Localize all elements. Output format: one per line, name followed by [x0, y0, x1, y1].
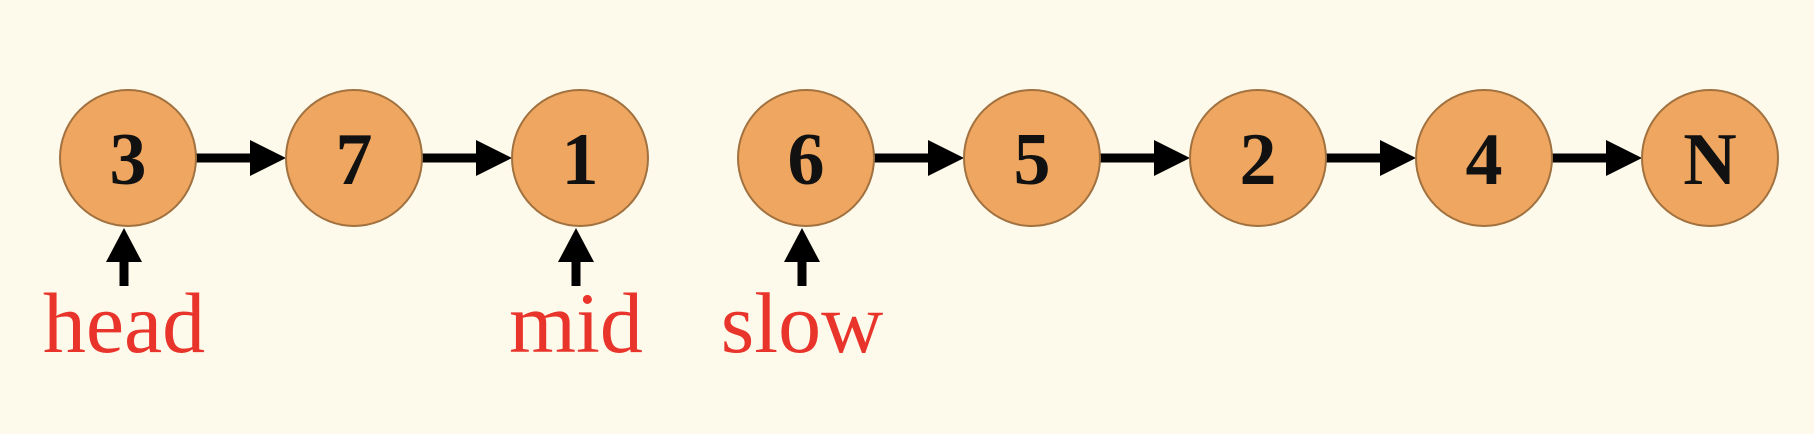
links-layer: [196, 140, 1642, 176]
list-node: 1: [511, 89, 649, 227]
list-node: 3: [59, 89, 197, 227]
arrow-head: [1154, 140, 1190, 176]
pointers-layer: head mid slow: [43, 228, 883, 371]
node-value: 7: [336, 119, 373, 201]
arrow-head: [250, 140, 286, 176]
pointer-arrow-head: [106, 228, 142, 262]
node-value: 6: [788, 119, 825, 201]
node-circle: [1189, 89, 1327, 227]
link-arrow: [1326, 140, 1416, 176]
list-node: N: [1641, 89, 1779, 227]
pointer-label: mid: [509, 275, 643, 371]
link-arrow: [422, 140, 512, 176]
node-circle: [59, 89, 197, 227]
pointer-arrow-head: [558, 228, 594, 262]
link-arrow: [1552, 140, 1642, 176]
node-value: N: [1683, 119, 1736, 201]
link-arrow: [196, 140, 286, 176]
node-value: 1: [562, 119, 599, 201]
list-node: 2: [1189, 89, 1327, 227]
node-circle: [285, 89, 423, 227]
node-circle: [963, 89, 1101, 227]
list-node: 7: [285, 89, 423, 227]
link-arrow: [874, 140, 964, 176]
arrow-head: [1606, 140, 1642, 176]
pointer-head: head: [43, 228, 205, 371]
pointer-label: slow: [721, 275, 883, 371]
node-circle: [737, 89, 875, 227]
list-node: 5: [963, 89, 1101, 227]
arrow-head: [476, 140, 512, 176]
node-value: 2: [1240, 119, 1277, 201]
arrow-head: [928, 140, 964, 176]
node-circle: [1415, 89, 1553, 227]
pointer-mid: mid: [509, 228, 643, 371]
node-value: 4: [1466, 119, 1503, 201]
pointer-label: head: [43, 275, 205, 371]
nodes-layer: 3 7 1 6 5 2 4 N: [59, 89, 1779, 227]
list-node: 6: [737, 89, 875, 227]
list-node: 4: [1415, 89, 1553, 227]
pointer-slow: slow: [721, 228, 883, 371]
arrow-head: [1380, 140, 1416, 176]
pointer-arrow-head: [784, 228, 820, 262]
node-circle: [1641, 89, 1779, 227]
node-value: 3: [110, 119, 147, 201]
node-circle: [511, 89, 649, 227]
link-arrow: [1100, 140, 1190, 176]
node-value: 5: [1014, 119, 1051, 201]
